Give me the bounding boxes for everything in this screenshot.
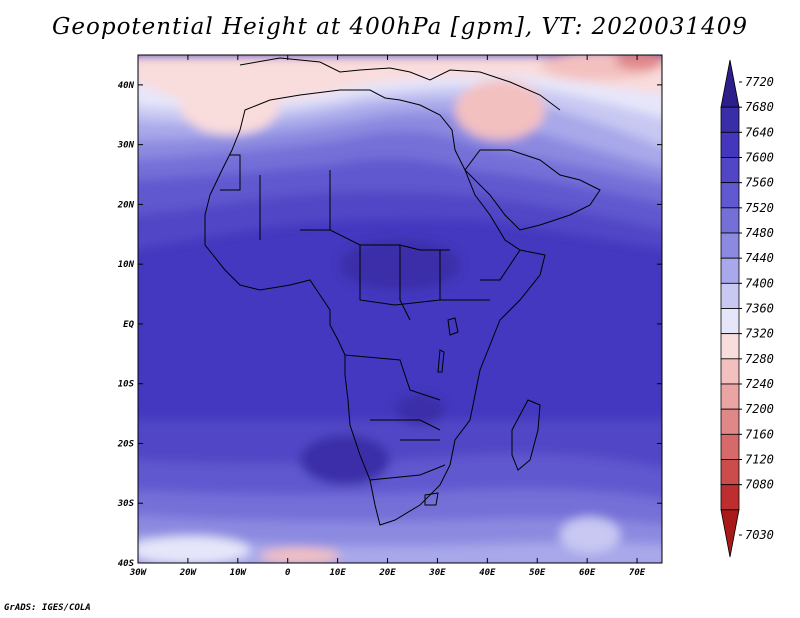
y-tick-label: 40S: [118, 559, 135, 569]
credit-label: GrADS: IGES/COLA: [4, 603, 91, 613]
x-tick-label: 10W: [230, 568, 248, 578]
colorbar-label: 7640: [745, 125, 774, 139]
colorbar-swatch: [720, 433, 740, 460]
y-axis: 40N 30N 20N 10N EQ 10S 20S 30S 40S: [117, 81, 662, 569]
y-tick-label: EQ: [123, 320, 134, 330]
colorbar-swatch: [720, 232, 740, 259]
y-tick-label: 20S: [117, 439, 135, 449]
x-tick-label: 0: [285, 568, 291, 578]
colorbar-swatch: [720, 157, 740, 184]
colorbar-label: 7080: [745, 478, 774, 492]
colorbar-swatch: [720, 282, 740, 309]
colorbar-cap-bottom: [720, 509, 740, 558]
colorbar-swatch: [720, 408, 740, 435]
map-frame: [137, 54, 663, 564]
colorbar-cap-top: [720, 59, 740, 108]
colorbar-swatch: [720, 257, 740, 284]
y-tick-label: 10S: [118, 380, 135, 390]
x-tick-label: 10E: [329, 568, 346, 578]
colorbar-label: 7520: [745, 201, 774, 215]
height-field-shading: [138, 55, 662, 563]
colorbar-swatch: [720, 333, 740, 360]
colorbar-swatch: [720, 358, 740, 385]
y-tick-label: 40N: [118, 81, 135, 91]
colorbar-swatch: [720, 182, 740, 209]
colorbar-swatch: [720, 131, 740, 158]
colorbar-label: 7160: [745, 427, 774, 441]
x-tick-label: 60E: [579, 568, 596, 578]
colorbar-swatch: [720, 484, 740, 511]
colorbar-label: 7720: [745, 75, 774, 89]
y-tick-label: 10N: [118, 260, 135, 270]
colorbar-swatch: [720, 207, 740, 234]
colorbar-swatch: [720, 106, 740, 133]
colorbar-swatch: [720, 308, 740, 335]
colorbar-label: 7600: [745, 151, 774, 165]
colorbar-swatch: [720, 383, 740, 410]
map-title: Geopotential Height at 400hPa [gpm], VT:…: [52, 14, 748, 40]
colorbar-label: 7320: [745, 327, 774, 341]
colorbar-swatch: [720, 459, 740, 486]
colorbar-label: 7030: [745, 528, 774, 542]
colorbar-label: 7360: [745, 302, 774, 316]
x-tick-label: 20E: [378, 568, 396, 578]
y-tick-label: 20N: [117, 200, 135, 210]
colorbar-label: 7400: [745, 276, 774, 290]
colorbar-label: 7280: [745, 352, 774, 366]
x-tick-label: 20W: [179, 568, 198, 578]
y-tick-label: 30N: [117, 141, 135, 151]
colorbar-label: 7120: [745, 453, 774, 467]
x-axis: 30W 20W 10W 0 10E 20E 30E 40E 50E 60E 70E: [129, 55, 646, 578]
y-tick-label: 30S: [117, 499, 135, 509]
colorbar-label: 7200: [745, 402, 774, 416]
x-tick-label: 30W: [129, 568, 148, 578]
x-tick-label: 50E: [529, 568, 546, 578]
colorbar-label: 7480: [745, 226, 774, 240]
colorbar: 7720 7680 7640 7600 7560 7520 7480 7440 7400 7360…: [720, 59, 774, 558]
colorbar-label: 7240: [745, 377, 774, 391]
coastlines: [204, 57, 601, 526]
x-tick-label: 30E: [428, 568, 446, 578]
colorbar-label: 7560: [745, 176, 774, 190]
colorbar-label: 7440: [745, 251, 774, 265]
x-tick-label: 70E: [629, 568, 646, 578]
x-tick-label: 40E: [479, 568, 496, 578]
colorbar-label: 7680: [745, 100, 774, 114]
